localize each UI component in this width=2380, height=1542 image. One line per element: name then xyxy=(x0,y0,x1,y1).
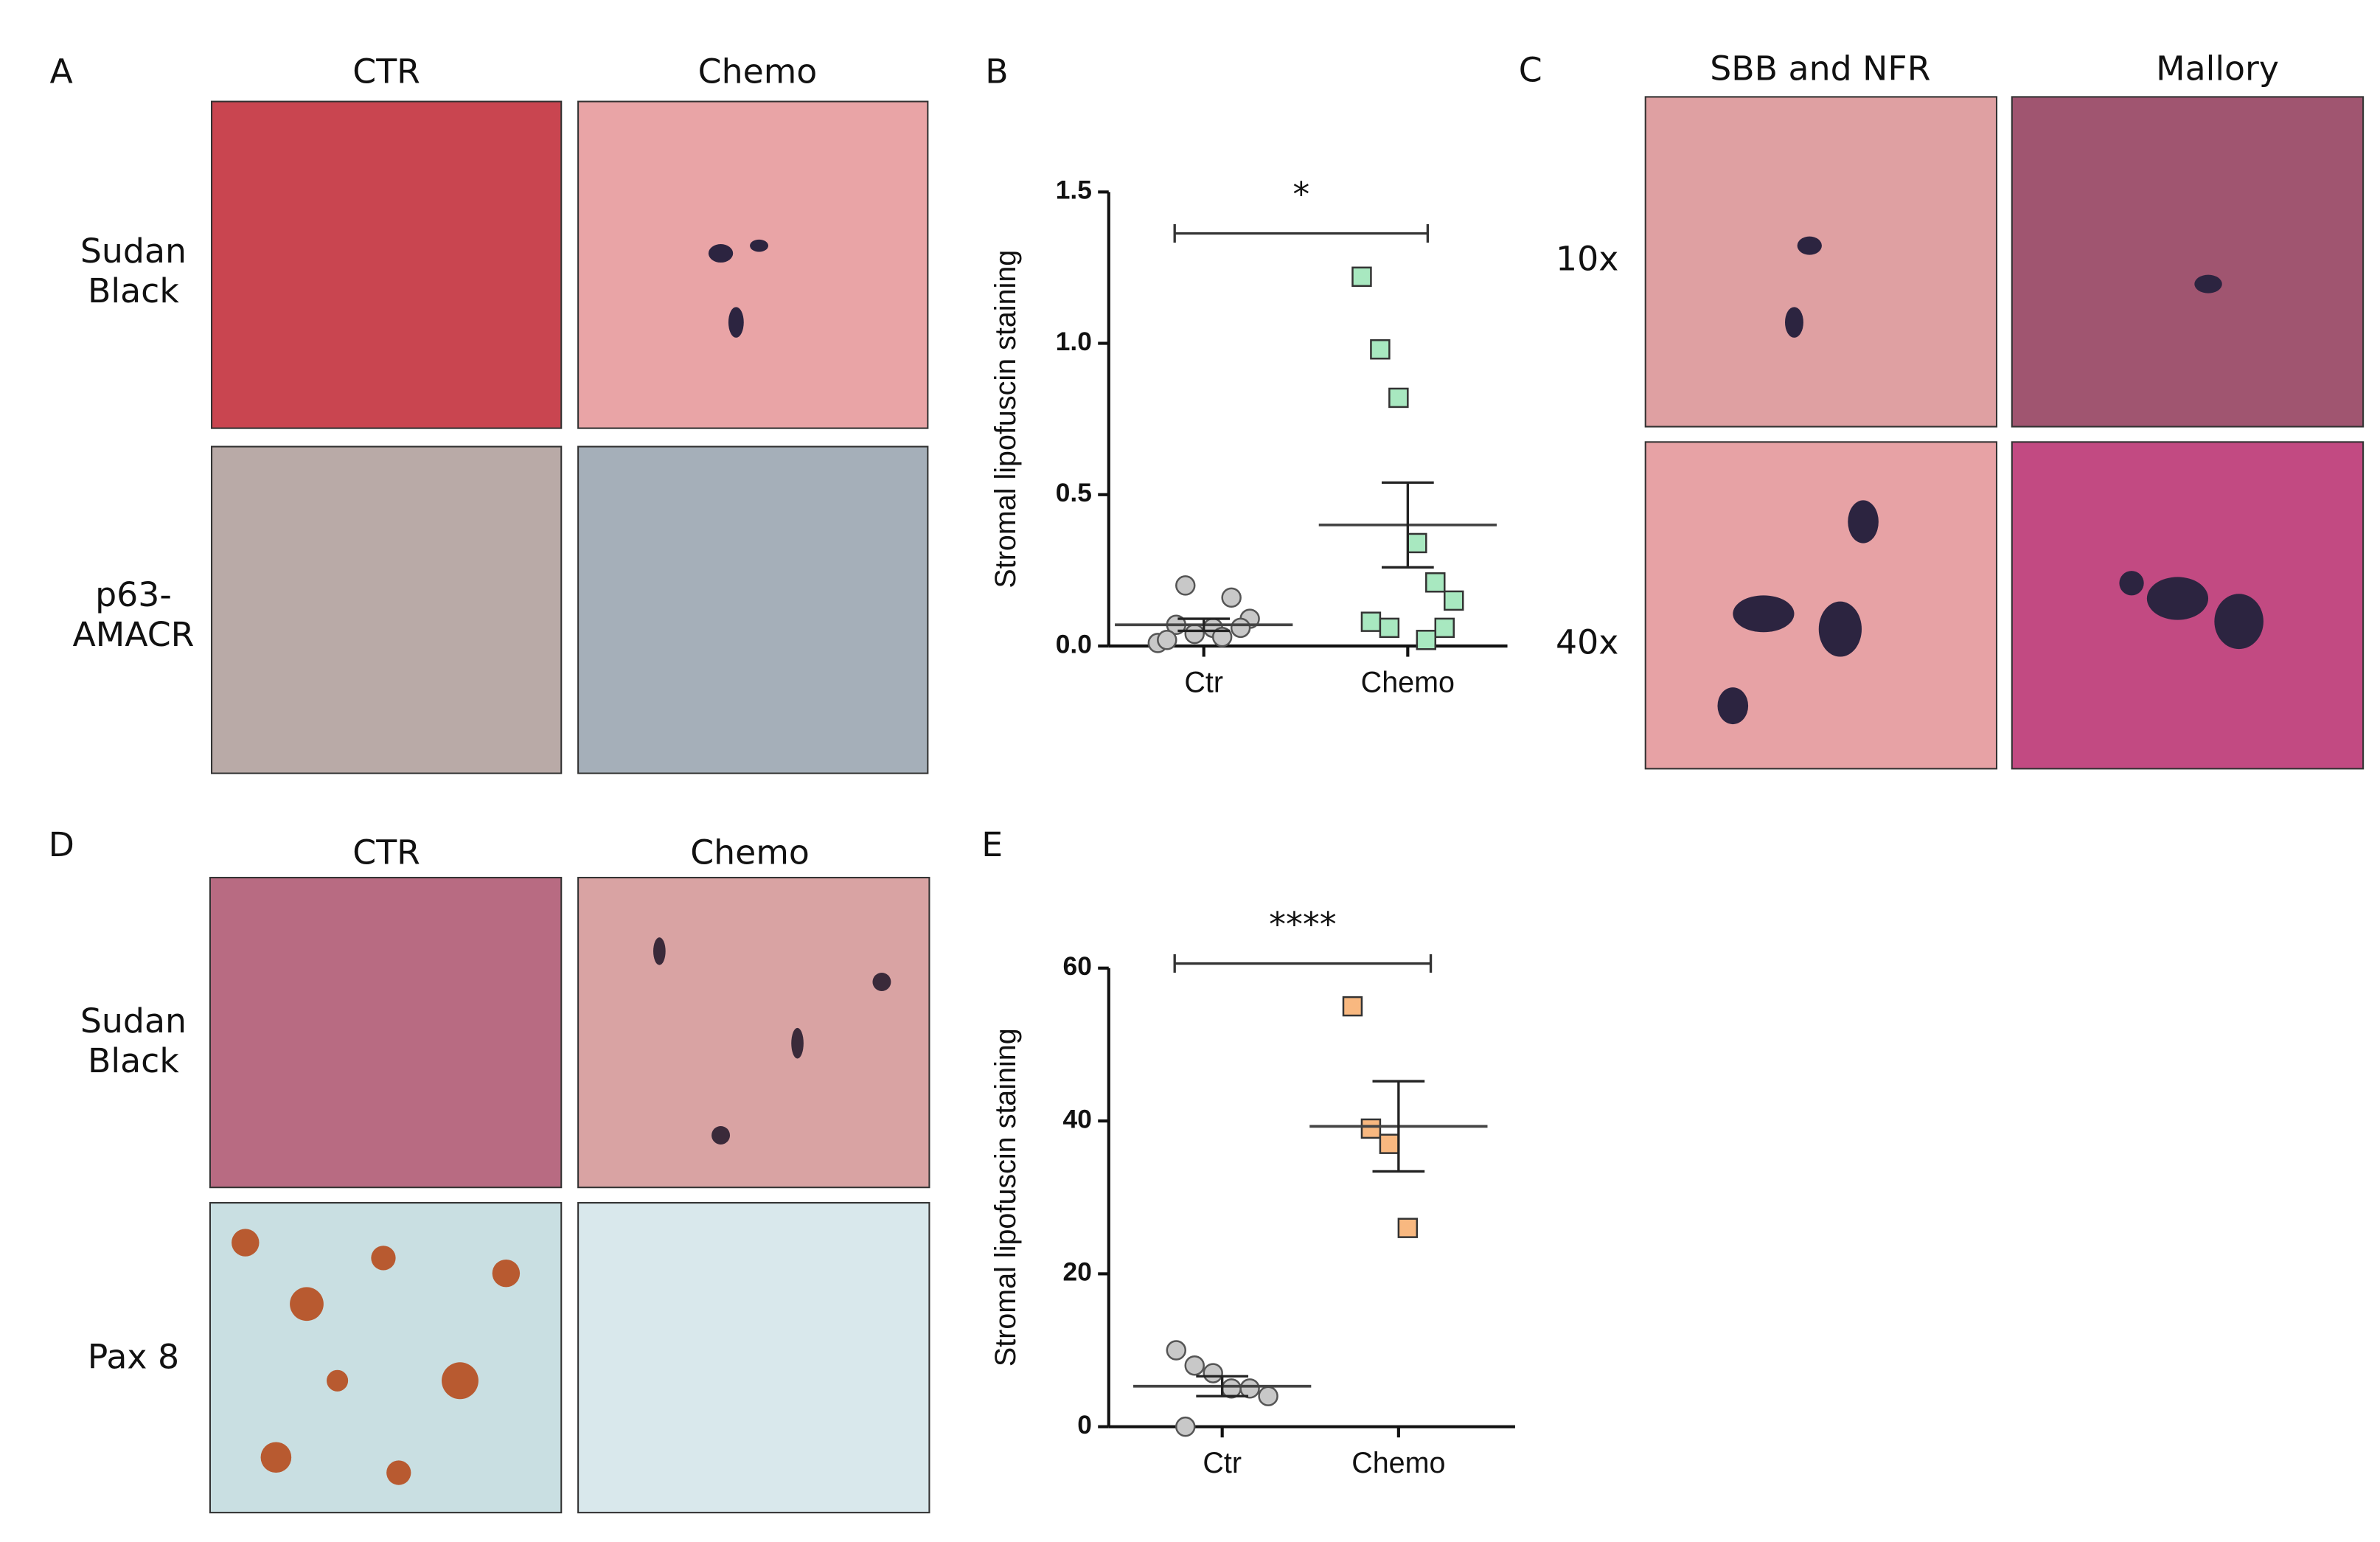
significance: **** xyxy=(1269,905,1337,944)
point xyxy=(1351,266,1372,287)
point xyxy=(1157,630,1177,650)
x-tick-label: Chemo xyxy=(1351,1447,1445,1479)
point xyxy=(1379,617,1400,639)
point xyxy=(1184,1355,1205,1376)
point xyxy=(1434,617,1455,639)
panel-label: D xyxy=(49,825,74,864)
column-label: Chemo xyxy=(698,52,818,91)
x-tick-label: Chemo xyxy=(1361,666,1455,698)
point xyxy=(1166,1340,1187,1361)
error-bar xyxy=(1196,1375,1249,1397)
point xyxy=(1203,1363,1223,1383)
y-axis-label: Stromal lipofuscin staining xyxy=(989,1028,1022,1366)
error-bar xyxy=(1372,1080,1425,1173)
y-tick-label: 0 xyxy=(1077,1411,1092,1439)
micrographs-d xyxy=(209,877,930,1514)
row-label: Pax 8 xyxy=(88,1338,179,1377)
y-axis-label: Stromal lipofuscin staining xyxy=(989,250,1022,588)
micrographs-c xyxy=(1644,96,2365,770)
x-tick-label: Ctr xyxy=(1184,666,1223,698)
point xyxy=(1239,1378,1260,1399)
point xyxy=(1388,387,1409,409)
column-label: SBB and NFR xyxy=(1710,49,1930,88)
point xyxy=(1221,587,1242,608)
significance-bracket xyxy=(1173,224,1430,243)
point xyxy=(1407,532,1427,554)
point xyxy=(1416,630,1437,650)
row-label: AMACR xyxy=(72,615,194,654)
row-label: Sudan xyxy=(80,1001,187,1041)
panel-label: A xyxy=(50,52,73,91)
micrographs-a xyxy=(210,100,929,774)
point xyxy=(1230,617,1251,639)
pigment xyxy=(653,937,891,1145)
row-label: 10x xyxy=(1556,239,1618,278)
point xyxy=(1211,626,1233,647)
significance: * xyxy=(1292,175,1309,214)
point xyxy=(1379,1133,1400,1154)
error-bar xyxy=(1381,481,1434,569)
point xyxy=(1258,1386,1278,1406)
row-label: Sudan xyxy=(80,232,187,271)
stained-cells xyxy=(232,1229,521,1485)
point xyxy=(1444,590,1464,611)
pigment xyxy=(708,239,769,338)
row-label: p63- xyxy=(95,575,172,614)
y-tick-label: 1.5 xyxy=(1056,176,1092,205)
panel-label: B xyxy=(985,52,1008,91)
column-label: CTR xyxy=(352,52,420,91)
point xyxy=(1342,996,1363,1017)
row-label: Black xyxy=(88,1041,179,1080)
row-label: 40x xyxy=(1556,622,1618,661)
point xyxy=(1184,623,1205,645)
error-bar xyxy=(1177,617,1231,633)
pigment xyxy=(1717,236,2264,725)
significance-bracket xyxy=(1173,954,1433,973)
y-tick-label: 1.0 xyxy=(1056,327,1092,356)
panel-label: C xyxy=(1519,51,1542,90)
point xyxy=(1360,1118,1382,1139)
x-tick-label: Ctr xyxy=(1203,1447,1242,1479)
y-tick-label: 40 xyxy=(1063,1105,1092,1133)
y-tick-label: 60 xyxy=(1063,952,1092,981)
column-label: Chemo xyxy=(690,833,810,872)
point xyxy=(1175,575,1196,596)
y-tick-label: 0.0 xyxy=(1056,630,1092,659)
point xyxy=(1370,339,1391,360)
column-label: Mallory xyxy=(2156,49,2279,88)
panel-label: E xyxy=(981,825,1003,864)
point xyxy=(1397,1218,1419,1238)
point xyxy=(1175,1416,1196,1437)
y-tick-label: 20 xyxy=(1063,1258,1092,1287)
point xyxy=(1360,611,1382,632)
point xyxy=(1425,572,1446,593)
column-label: CTR xyxy=(352,833,420,872)
row-label: Black xyxy=(88,271,179,310)
y-tick-label: 0.5 xyxy=(1056,479,1092,507)
